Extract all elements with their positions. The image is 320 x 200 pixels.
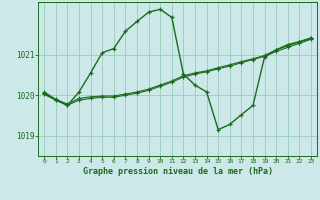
X-axis label: Graphe pression niveau de la mer (hPa): Graphe pression niveau de la mer (hPa) — [83, 167, 273, 176]
